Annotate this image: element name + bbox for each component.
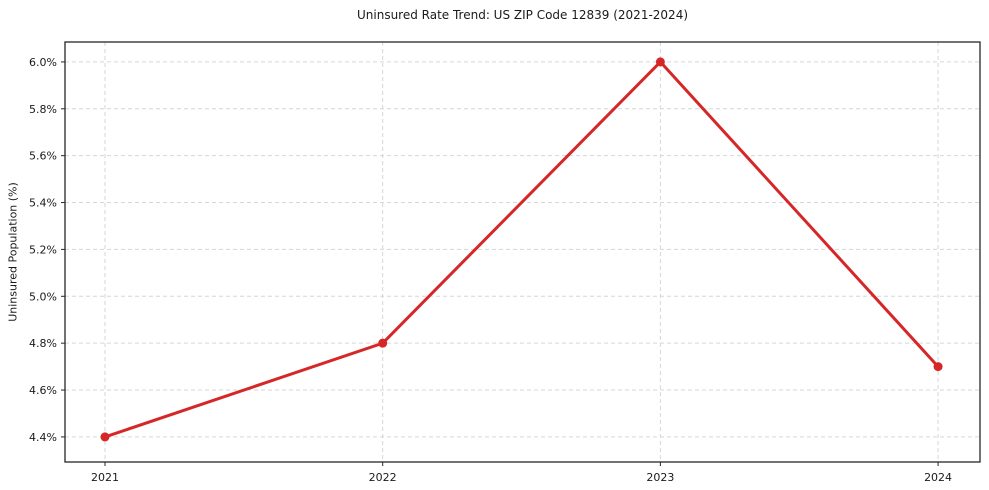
- trend-line: [103, 60, 940, 439]
- y-tick-label: 6.0%: [29, 56, 57, 69]
- data-point: [655, 57, 665, 67]
- plot-border: [64, 41, 981, 463]
- y-tick-label: 4.4%: [29, 431, 57, 444]
- y-tick-label: 5.4%: [29, 197, 57, 210]
- y-tick-label: 5.2%: [29, 243, 57, 256]
- x-tick-label: 2021: [91, 471, 119, 484]
- data-point: [100, 432, 110, 442]
- x-tick-label: 2024: [924, 471, 952, 484]
- y-tick-label: 4.6%: [29, 384, 57, 397]
- y-tick-label: 5.8%: [29, 103, 57, 116]
- data-point: [378, 338, 388, 348]
- x-tick-label: 2022: [369, 471, 397, 484]
- y-tick-label: 5.0%: [29, 290, 57, 303]
- y-tick-label: 5.6%: [29, 150, 57, 163]
- chart-title: Uninsured Rate Trend: US ZIP Code 12839 …: [356, 8, 689, 22]
- y-tick-label: 4.8%: [29, 337, 57, 350]
- x-tick-label: 2023: [646, 471, 674, 484]
- data-point: [933, 362, 943, 372]
